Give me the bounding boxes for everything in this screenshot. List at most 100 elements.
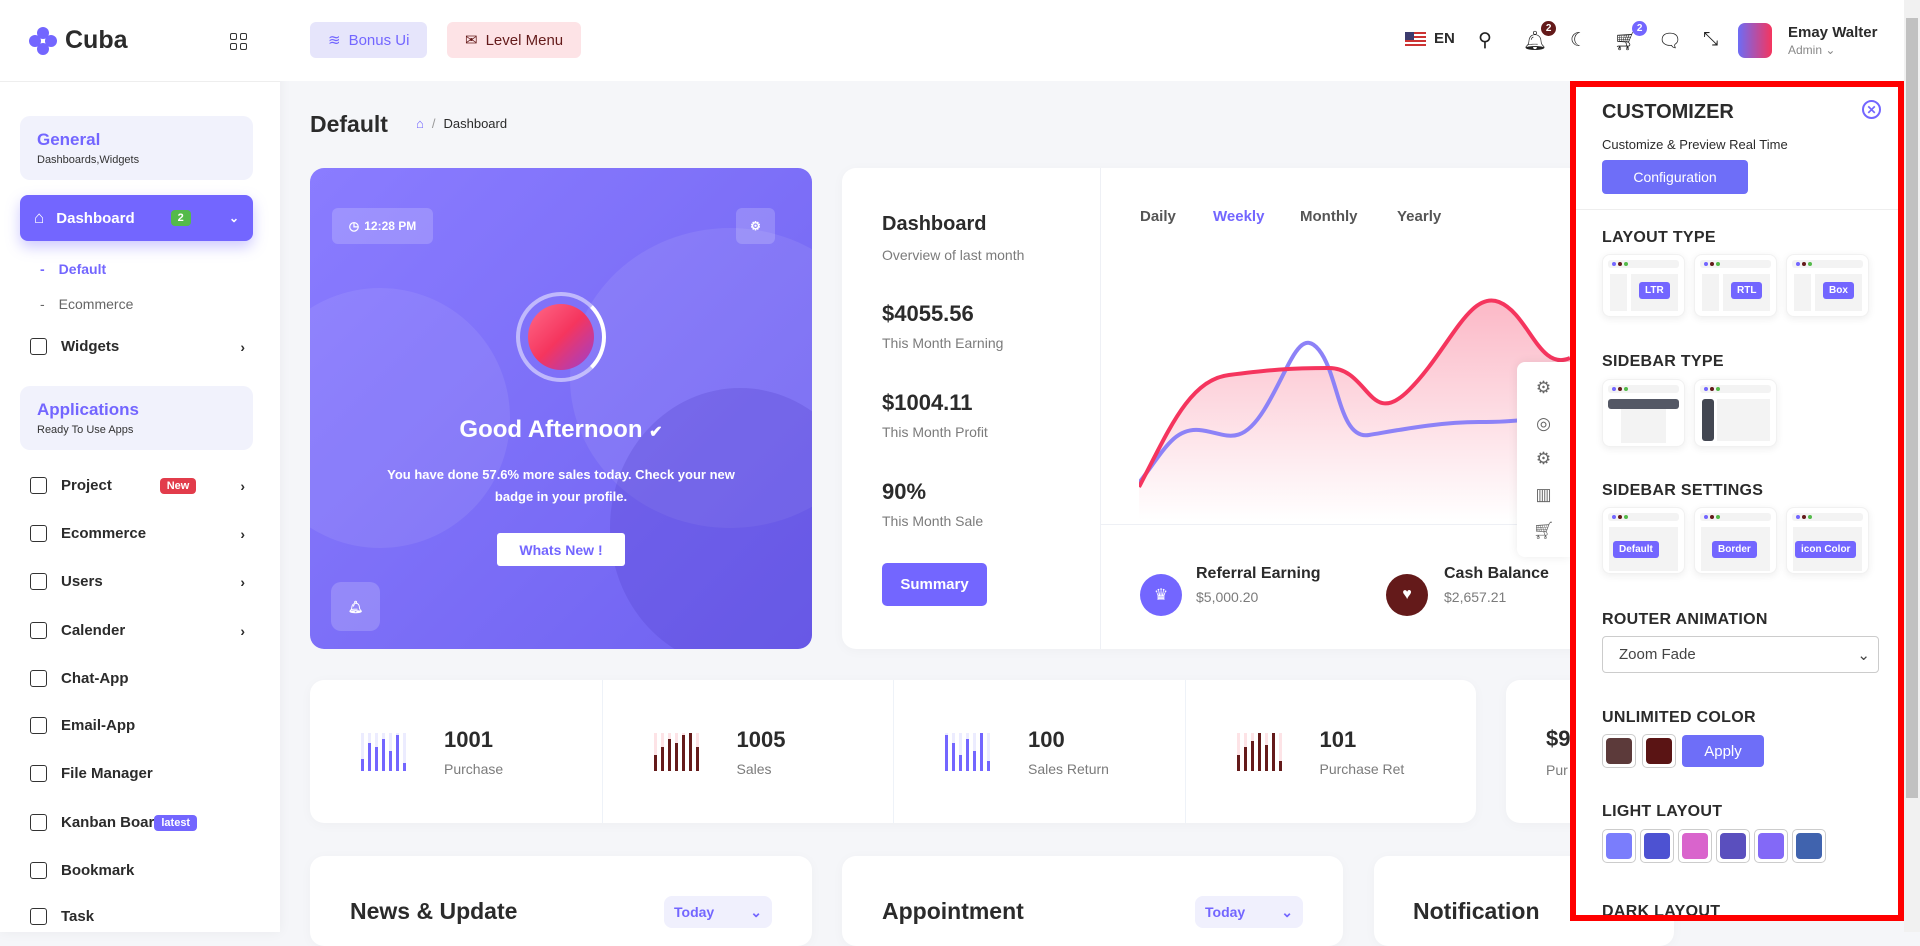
referral-label: Referral Earning bbox=[1196, 565, 1321, 582]
layout-option-ltr[interactable]: LTR bbox=[1602, 254, 1685, 317]
sidebar-setting-default[interactable]: Default bbox=[1602, 507, 1685, 574]
news-period-select[interactable]: Today ⌄ bbox=[664, 896, 772, 928]
sidebar-item-bookmark[interactable]: Bookmark bbox=[30, 862, 245, 879]
sidebar-item-chat-app[interactable]: Chat-App bbox=[30, 670, 245, 687]
tab-monthly[interactable]: Monthly bbox=[1300, 208, 1358, 225]
settings-icon[interactable]: ⚙ bbox=[1535, 449, 1552, 469]
sidebar-setting-icon-color[interactable]: icon Color bbox=[1786, 507, 1869, 574]
tab-weekly[interactable]: Weekly bbox=[1213, 208, 1265, 225]
section-title: SIDEBAR TYPE bbox=[1602, 353, 1724, 370]
sidebar-item-users[interactable]: Users › bbox=[30, 573, 245, 590]
support-icon[interactable]: ◎ bbox=[1536, 413, 1551, 433]
tab-daily[interactable]: Daily bbox=[1140, 208, 1176, 225]
appointment-period-select[interactable]: Today ⌄ bbox=[1195, 896, 1303, 928]
crown-icon: ♛ bbox=[1140, 574, 1182, 616]
sidebar-subitem-ecommerce[interactable]: - Ecommerce bbox=[40, 296, 133, 312]
primary-color-picker[interactable] bbox=[1602, 734, 1636, 768]
group-subtitle: Ready To Use Apps bbox=[37, 424, 134, 436]
router-animation-select[interactable]: Zoom Fade ⌄ bbox=[1602, 636, 1879, 673]
sidebar-setting-border[interactable]: Border bbox=[1694, 507, 1777, 574]
page-scrollbar[interactable] bbox=[1904, 0, 1920, 932]
search-icon[interactable]: ⚲ bbox=[1478, 30, 1492, 51]
menu-icon bbox=[30, 814, 47, 831]
user-role-dropdown[interactable]: Admin ⌄ bbox=[1788, 43, 1836, 57]
us-flag-icon[interactable] bbox=[1405, 32, 1426, 47]
sidebar-subitem-default[interactable]: - Default bbox=[40, 261, 106, 277]
chevron-down-icon: ⌄ bbox=[1857, 646, 1870, 664]
menu-icon bbox=[30, 573, 47, 590]
settings-icon[interactable]: ⚙ bbox=[736, 208, 775, 244]
chat-icon[interactable]: 🗨︎ bbox=[1658, 31, 1683, 52]
stat-label: Purchase Ret bbox=[1319, 760, 1405, 777]
grid-toggle-icon[interactable] bbox=[230, 33, 247, 50]
cart-icon[interactable]: 🛒︎ bbox=[1532, 521, 1555, 541]
chevron-right-icon: › bbox=[240, 525, 245, 542]
metric-label: This Month Profit bbox=[882, 424, 988, 440]
bell-icon[interactable]: 🔔︎ 2 bbox=[1523, 21, 1557, 53]
secondary-color-picker[interactable] bbox=[1642, 734, 1676, 768]
settings-icon[interactable]: ⚙ bbox=[1535, 377, 1552, 397]
light-layout-swatch[interactable] bbox=[1602, 829, 1636, 863]
sidebar-item-dashboard[interactable]: ⌂ Dashboard 2 ⌄ bbox=[20, 195, 253, 241]
logo[interactable]: Cuba bbox=[29, 26, 128, 55]
apply-button[interactable]: Apply bbox=[1682, 735, 1764, 767]
sidebar-type-vertical[interactable] bbox=[1694, 379, 1777, 447]
sidebar-item-file-manager[interactable]: File Manager bbox=[30, 765, 245, 782]
cart-icon[interactable]: 🛒︎ 2 bbox=[1614, 21, 1648, 53]
menu-icon bbox=[30, 670, 47, 687]
overview-title: Dashboard bbox=[882, 213, 987, 235]
layout-label: LTR bbox=[1639, 282, 1670, 299]
notification-badge: 2 bbox=[1541, 21, 1557, 36]
compress-icon[interactable]: ⤡ bbox=[1703, 29, 1719, 50]
tab-yearly[interactable]: Yearly bbox=[1397, 208, 1442, 225]
configuration-button[interactable]: Configuration bbox=[1602, 160, 1748, 194]
sidebar-type-horizontal[interactable] bbox=[1602, 379, 1685, 447]
light-layout-swatch[interactable] bbox=[1640, 829, 1674, 863]
bell-icon[interactable]: 🔔︎ bbox=[331, 582, 380, 631]
whats-new-button[interactable]: Whats New ! bbox=[497, 533, 625, 566]
light-layout-swatch[interactable] bbox=[1792, 829, 1826, 863]
close-icon[interactable]: ✕ bbox=[1862, 100, 1881, 119]
stat-cell: 101 Purchase Ret bbox=[1184, 680, 1476, 823]
light-layout-swatch[interactable] bbox=[1754, 829, 1788, 863]
sidebar-item-kanban-boar[interactable]: Kanban Boar latest bbox=[30, 814, 245, 831]
chevron-down-icon: ⌄ bbox=[228, 211, 239, 225]
sidebar-item-ecommerce[interactable]: Ecommerce › bbox=[30, 525, 245, 542]
sidebar-item-task[interactable]: Task bbox=[30, 908, 245, 925]
summary-button[interactable]: Summary bbox=[882, 563, 987, 606]
bar-chart-icon bbox=[945, 732, 990, 771]
dashboard-badge: 2 bbox=[170, 210, 191, 226]
bonus-ui-button[interactable]: ≋ Bonus Ui bbox=[310, 22, 428, 58]
overview-subtitle: Overview of last month bbox=[882, 247, 1025, 263]
sidebar-item-project[interactable]: Project New › bbox=[30, 477, 245, 494]
sidebar-item-widgets[interactable]: Widgets › bbox=[30, 338, 245, 355]
avatar[interactable] bbox=[1738, 23, 1772, 58]
customizer-subtitle: Customize & Preview Real Time bbox=[1602, 137, 1788, 152]
stat-cell: 1005 Sales bbox=[601, 680, 893, 823]
light-layout-swatch[interactable] bbox=[1678, 829, 1712, 863]
floating-toolbar: ⚙ ◎ ⚙ ▥ 🛒︎ bbox=[1517, 362, 1570, 557]
home-icon[interactable]: ⌂ bbox=[416, 116, 424, 131]
level-menu-button[interactable]: ✉ Level Menu bbox=[447, 22, 582, 58]
mini-bar bbox=[1278, 732, 1282, 771]
language-selector[interactable]: EN bbox=[1434, 30, 1455, 47]
stat-value: 101 bbox=[1319, 726, 1357, 752]
sidebar: Cuba General Dashboards,Widgets ⌂ Dashbo… bbox=[0, 0, 280, 932]
layout-option-rtl[interactable]: RTL bbox=[1694, 254, 1777, 317]
sliders-icon[interactable]: ▥ bbox=[1535, 485, 1552, 505]
mini-bar bbox=[945, 732, 948, 771]
sidebar-item-email-app[interactable]: Email-App bbox=[30, 717, 245, 734]
stat-cell: 100 Sales Return bbox=[893, 680, 1184, 823]
stat-label: Sales bbox=[736, 760, 772, 777]
stat-value: $9 bbox=[1546, 726, 1571, 751]
sidebar-item-label: Widgets bbox=[61, 338, 120, 355]
chevron-down-icon: ⌄ bbox=[750, 903, 762, 920]
sidebar-item-calender[interactable]: Calender › bbox=[30, 622, 245, 639]
cart-badge: 2 bbox=[1632, 21, 1648, 36]
light-layout-swatch[interactable] bbox=[1716, 829, 1750, 863]
moon-icon[interactable]: ☾ bbox=[1570, 30, 1588, 51]
metric-value: $4055.56 bbox=[882, 301, 974, 326]
layout-option-box[interactable]: Box bbox=[1786, 254, 1869, 317]
user-role: Admin bbox=[1788, 43, 1823, 57]
subitem-label: Default bbox=[58, 261, 107, 277]
